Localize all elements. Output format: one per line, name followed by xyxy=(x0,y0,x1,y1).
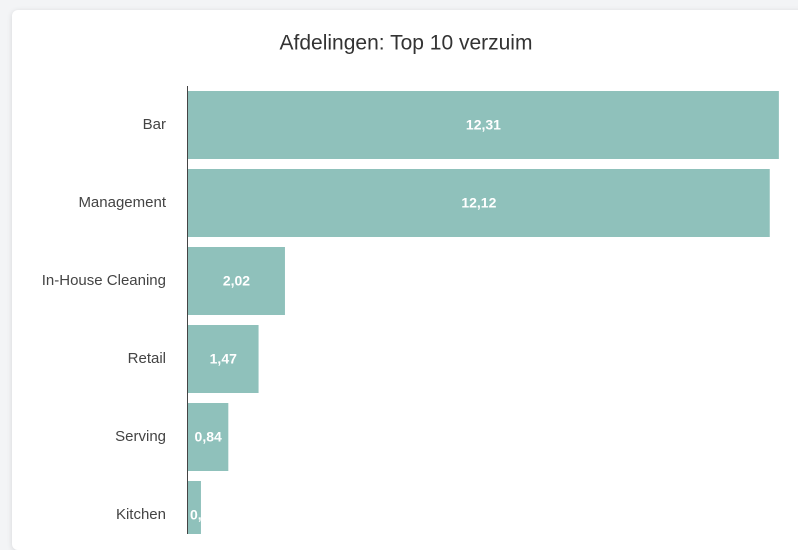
bar xyxy=(188,403,229,471)
value-label: 1,47 xyxy=(210,351,237,367)
value-label: 2,02 xyxy=(223,273,250,289)
bar xyxy=(188,325,259,393)
value-label: 0,84 xyxy=(195,429,222,445)
bar xyxy=(188,169,770,237)
bar xyxy=(188,481,201,534)
y-tick-label: In-House Cleaning xyxy=(42,272,166,289)
chart-title: Afdelingen: Top 10 verzuim xyxy=(280,32,533,55)
bar xyxy=(188,247,285,315)
y-tick-label: Bar xyxy=(143,116,166,133)
y-tick-label: Kitchen xyxy=(116,506,166,523)
y-tick-label: Management xyxy=(78,194,166,211)
bar xyxy=(188,91,779,159)
value-label: 12,12 xyxy=(461,195,496,211)
page: {"chart_data": {"type": "bar", "orientat… xyxy=(12,10,798,550)
chart: Afdelingen: Top 10 verzuim Bar 12,31 Manag… xyxy=(42,32,779,534)
value-label: 12,31 xyxy=(466,117,501,133)
value-label: 0,27 xyxy=(190,507,217,523)
y-tick-label: Serving xyxy=(115,428,166,445)
y-tick-label: Retail xyxy=(128,350,166,367)
